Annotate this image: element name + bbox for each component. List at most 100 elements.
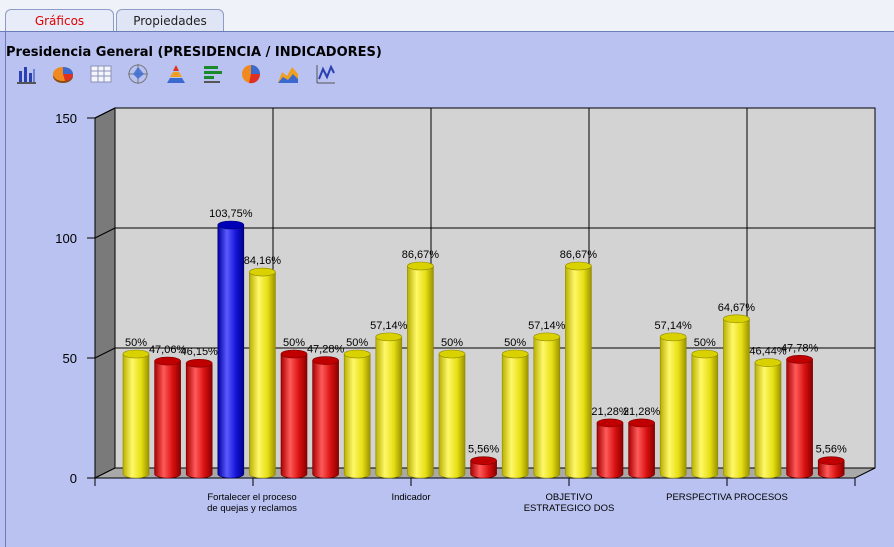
- bar-body: [343, 353, 371, 479]
- line-chart-icon[interactable]: [313, 62, 337, 86]
- x-category-label: Indicador: [391, 492, 430, 503]
- gridline-h-side: [94, 107, 116, 119]
- radar-icon[interactable]: [126, 62, 150, 86]
- bar: [249, 267, 276, 479]
- tab-graficos[interactable]: Gráficos: [5, 9, 114, 31]
- gridline-h-side: [94, 347, 116, 359]
- bar-body: [501, 353, 529, 479]
- bar-top: [343, 349, 371, 359]
- bar: [501, 349, 529, 479]
- bar-body: [817, 460, 845, 479]
- bar: [596, 418, 624, 479]
- bar-value-label: 86,67%: [560, 249, 598, 261]
- bar-top: [565, 261, 592, 271]
- bar-top: [659, 332, 687, 342]
- bar-body: [407, 265, 434, 479]
- bar-top: [628, 418, 655, 428]
- bar: [154, 356, 181, 479]
- bar-body: [754, 362, 782, 479]
- bar-top: [596, 418, 624, 428]
- table-grid-icon[interactable]: [89, 62, 113, 86]
- bar-top: [691, 349, 719, 359]
- bar-value-label: 50%: [694, 337, 716, 349]
- bar: [628, 418, 655, 479]
- y-tick-label: 150: [55, 111, 77, 126]
- bar-value-label: 47,78%: [781, 342, 819, 354]
- bar-top: [185, 358, 213, 368]
- bar-top: [817, 456, 845, 465]
- bar-top: [154, 356, 181, 366]
- bar-value-label: 64,67%: [718, 302, 756, 314]
- bar-body: [185, 362, 213, 479]
- pyramid-icon[interactable]: [164, 62, 188, 86]
- x-category-label: PERSPECTIVA PROCESOS: [666, 492, 788, 503]
- bar-body: [122, 353, 150, 479]
- bar-top: [786, 355, 813, 364]
- pie-3d-icon[interactable]: [51, 62, 75, 86]
- bar-value-label: 50%: [504, 337, 526, 349]
- bar: [565, 261, 592, 479]
- page-title: Presidencia General (PRESIDENCIA / INDIC…: [6, 45, 382, 60]
- bar-chart-icon[interactable]: [14, 62, 38, 86]
- bar: [312, 356, 339, 479]
- chart-bars: 50%47,06%46,15%103,75%84,16%50%47,28%50%…: [122, 208, 847, 479]
- bar: [438, 349, 466, 479]
- bar-top: [280, 349, 308, 359]
- bar-top: [723, 314, 750, 324]
- pie-icon[interactable]: [239, 62, 263, 86]
- bar-value-label: 47,06%: [149, 344, 187, 356]
- bar-body: [312, 360, 339, 479]
- bar-body: [280, 353, 308, 479]
- bar: [786, 355, 813, 479]
- gridline-h-side: [94, 227, 116, 239]
- bar-top: [375, 332, 403, 342]
- bar-body: [217, 224, 245, 479]
- bar-body: [628, 422, 655, 479]
- bar: [470, 456, 497, 479]
- bar-top: [122, 349, 150, 359]
- bar-body: [565, 265, 592, 479]
- bar-value-label: 50%: [125, 337, 147, 349]
- bar-value-label: 47,28%: [307, 344, 345, 356]
- bar-body: [249, 271, 276, 479]
- x-category-label: OBJETIVO: [546, 492, 593, 503]
- bar-value-label: 103,75%: [209, 208, 253, 220]
- bar-value-label: 5,56%: [816, 444, 847, 456]
- bar-top: [312, 356, 339, 365]
- bar: [407, 261, 434, 479]
- bar-body: [375, 336, 403, 479]
- bar-top: [249, 267, 276, 277]
- chart-panel: [5, 31, 894, 547]
- bar-body: [723, 318, 750, 479]
- bar-top: [217, 220, 245, 230]
- bar-value-label: 5,56%: [468, 444, 499, 456]
- bar-value-label: 21,28%: [623, 406, 661, 418]
- bar: [723, 314, 750, 479]
- bar: [659, 332, 687, 479]
- y-tick-label: 100: [55, 231, 77, 246]
- bar-top: [754, 358, 782, 367]
- tab-bar: Gráficos Propiedades: [0, 0, 894, 32]
- bar-body: [470, 460, 497, 479]
- y-tick-label: 50: [63, 351, 77, 366]
- area-icon[interactable]: [276, 62, 300, 86]
- bar-value-label: 86,67%: [402, 249, 440, 261]
- bar-value-label: 57,14%: [370, 320, 408, 332]
- bar-top: [438, 349, 466, 359]
- bar: [817, 456, 845, 479]
- bar-body: [438, 353, 466, 479]
- tab-propiedades[interactable]: Propiedades: [116, 9, 224, 31]
- x-category-label: ESTRATEGICO DOS: [524, 503, 615, 514]
- x-category-label: de quejas y reclamos: [207, 503, 297, 514]
- bar-value-label: 50%: [346, 337, 368, 349]
- bar: [280, 349, 308, 479]
- horizontal-bar-icon[interactable]: [201, 62, 225, 86]
- bar: [691, 349, 719, 479]
- bar: [122, 349, 150, 479]
- bar-top: [533, 332, 561, 342]
- y-tick-label: 0: [70, 471, 77, 486]
- bar: [533, 332, 561, 479]
- bar-value-label: 21,28%: [591, 406, 629, 418]
